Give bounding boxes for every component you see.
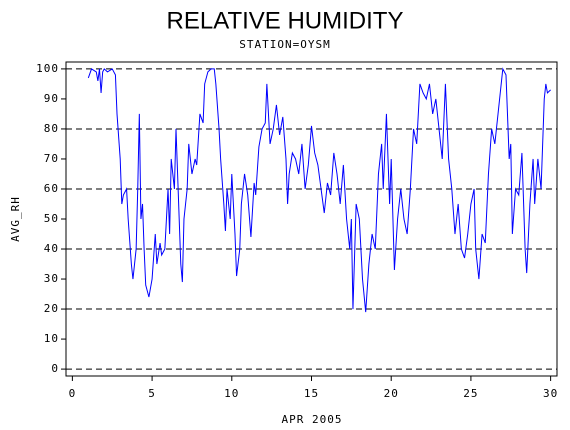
y-tick-label: 40 [44, 242, 59, 255]
x-tick-label: 20 [384, 387, 399, 400]
data-line [87, 67, 551, 313]
y-tick-label: 70 [44, 152, 59, 165]
y-tick-label: 50 [44, 212, 59, 225]
x-tick-label: 0 [69, 387, 77, 400]
y-tick-label: 90 [44, 92, 59, 105]
y-tick-label: 80 [44, 122, 59, 135]
y-tick-label: 60 [44, 182, 59, 195]
x-axis-label: APR 2005 [282, 413, 343, 426]
y-tick-label: 20 [44, 302, 59, 315]
y-tick-label: 10 [44, 332, 59, 345]
chart-title: RELATIVE HUMIDITY [167, 7, 404, 34]
chart-subtitle: STATION=OYSM [239, 38, 330, 51]
x-tick-label: 30 [543, 387, 558, 400]
x-tick-label: 25 [463, 387, 478, 400]
x-tick-label: 10 [224, 387, 239, 400]
y-tick-label: 100 [36, 62, 59, 75]
x-tick-label: 15 [304, 387, 319, 400]
y-tick-label: 0 [51, 362, 59, 375]
x-tick-label: 5 [148, 387, 156, 400]
y-tick-label: 30 [44, 272, 59, 285]
y-axis-label: AVG_RH [9, 196, 22, 242]
plot-frame [65, 61, 558, 377]
